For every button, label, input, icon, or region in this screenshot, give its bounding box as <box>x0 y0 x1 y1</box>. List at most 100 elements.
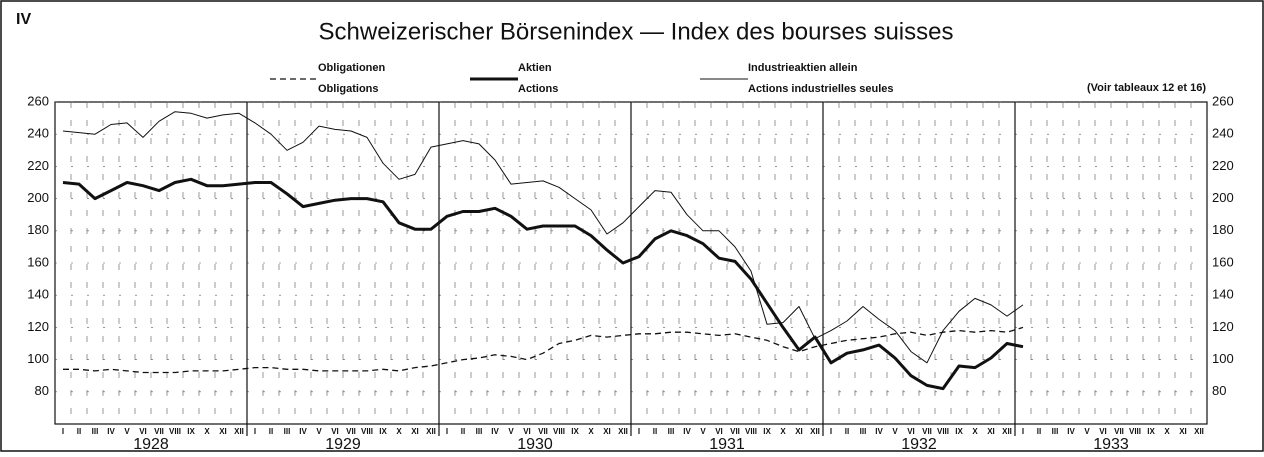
x-tick-label: III <box>284 427 291 436</box>
x-tick-label: VIII <box>169 427 181 436</box>
x-tick-label: IV <box>299 427 307 436</box>
x-tick-label: I <box>62 427 64 436</box>
x-tick-label: II <box>77 427 81 436</box>
x-tick-label: VII <box>154 427 164 436</box>
x-tick-label: XI <box>603 427 611 436</box>
x-tick-label: VI <box>139 427 147 436</box>
x-tick-label: XII <box>234 427 244 436</box>
x-tick-label: I <box>446 427 448 436</box>
x-tick-label: X <box>780 427 786 436</box>
x-tick-label: I <box>254 427 256 436</box>
x-tick-label: V <box>508 427 514 436</box>
x-tick-label: V <box>124 427 130 436</box>
x-tick-label: II <box>461 427 465 436</box>
y-tick-label-right: 80 <box>1212 383 1226 398</box>
y-tick-label: 160 <box>27 254 49 269</box>
x-tick-label: XI <box>987 427 995 436</box>
x-tick-label: XI <box>1179 427 1187 436</box>
x-tick-label: V <box>892 427 898 436</box>
x-tick-label: IX <box>955 427 963 436</box>
x-tick-label: X <box>588 427 594 436</box>
y-tick-label-right: 160 <box>1212 254 1234 269</box>
y-tick-label-right: 140 <box>1212 287 1234 302</box>
x-tick-label: III <box>860 427 867 436</box>
x-tick-label: III <box>668 427 675 436</box>
x-tick-label: X <box>1164 427 1170 436</box>
series-line <box>63 326 1024 374</box>
x-tick-label: IV <box>1067 427 1075 436</box>
x-tick-label: I <box>638 427 640 436</box>
x-tick-label: V <box>1084 427 1090 436</box>
y-tick-label: 140 <box>27 287 49 302</box>
x-tick-label: X <box>972 427 978 436</box>
legend-label: Industrieaktien allein <box>748 62 858 74</box>
x-tick-label: IX <box>571 427 579 436</box>
y-tick-label: 260 <box>27 93 49 108</box>
x-tick-label: IV <box>683 427 691 436</box>
x-tick-label: IV <box>875 427 883 436</box>
x-tick-label: VII <box>1114 427 1124 436</box>
note: (Voir tableaux 12 et 16) <box>1087 82 1206 94</box>
x-tick-label: VIII <box>937 427 949 436</box>
x-tick-label: XII <box>1002 427 1012 436</box>
x-tick-label: IX <box>1147 427 1155 436</box>
x-tick-label: VIII <box>1129 427 1141 436</box>
x-tick-label: XII <box>618 427 628 436</box>
x-tick-label: XI <box>795 427 803 436</box>
x-tick-label: XI <box>411 427 419 436</box>
year-label: 1931 <box>709 436 745 452</box>
x-tick-label: IX <box>187 427 195 436</box>
x-tick-label: VI <box>715 427 723 436</box>
y-tick-label: 180 <box>27 222 49 237</box>
x-tick-label: V <box>316 427 322 436</box>
x-tick-label: X <box>204 427 210 436</box>
x-tick-label: II <box>1037 427 1041 436</box>
x-tick-label: XII <box>1194 427 1204 436</box>
y-tick-label: 100 <box>27 351 49 366</box>
x-tick-label: VII <box>730 427 740 436</box>
y-tick-label: 240 <box>27 126 49 141</box>
y-tick-label-right: 240 <box>1212 126 1234 141</box>
x-tick-label: I <box>830 427 832 436</box>
x-tick-label: I <box>1022 427 1024 436</box>
x-tick-label: VII <box>538 427 548 436</box>
x-tick-label: II <box>653 427 657 436</box>
x-tick-label: VI <box>907 427 915 436</box>
x-tick-label: III <box>1052 427 1059 436</box>
x-tick-label: VI <box>1099 427 1107 436</box>
x-tick-label: VIII <box>553 427 565 436</box>
year-label: 1929 <box>325 436 361 452</box>
legend-label: Aktien <box>518 62 552 74</box>
y-tick-label: 80 <box>35 383 49 398</box>
y-tick-label-right: 180 <box>1212 222 1234 237</box>
x-tick-label: IV <box>491 427 499 436</box>
x-tick-label: II <box>269 427 273 436</box>
x-tick-label: IX <box>379 427 387 436</box>
legend-label: Obligationen <box>318 62 386 74</box>
year-label: 1930 <box>517 436 553 452</box>
x-tick-label: II <box>845 427 849 436</box>
y-tick-label: 120 <box>27 319 49 334</box>
chart-title: Schweizerischer Börsenindex — Index des … <box>319 18 954 45</box>
y-tick-label-right: 200 <box>1212 190 1234 205</box>
x-tick-label: VII <box>922 427 932 436</box>
x-tick-label: IV <box>107 427 115 436</box>
y-tick-label-right: 100 <box>1212 351 1234 366</box>
y-tick-label-right: 260 <box>1212 93 1234 108</box>
x-tick-label: VIII <box>361 427 373 436</box>
year-label: 1932 <box>901 436 937 452</box>
series-line <box>62 177 1024 391</box>
y-tick-label-right: 120 <box>1212 319 1234 334</box>
x-tick-label: XII <box>426 427 436 436</box>
series-line <box>62 111 1024 364</box>
y-tick-label-right: 220 <box>1212 158 1234 173</box>
year-label: 1933 <box>1093 436 1129 452</box>
x-tick-label: IX <box>763 427 771 436</box>
x-tick-label: III <box>92 427 99 436</box>
x-tick-label: VII <box>346 427 356 436</box>
y-tick-label: 200 <box>27 190 49 205</box>
x-tick-label: XII <box>810 427 820 436</box>
x-tick-label: VI <box>523 427 531 436</box>
year-label: 1928 <box>133 436 169 452</box>
